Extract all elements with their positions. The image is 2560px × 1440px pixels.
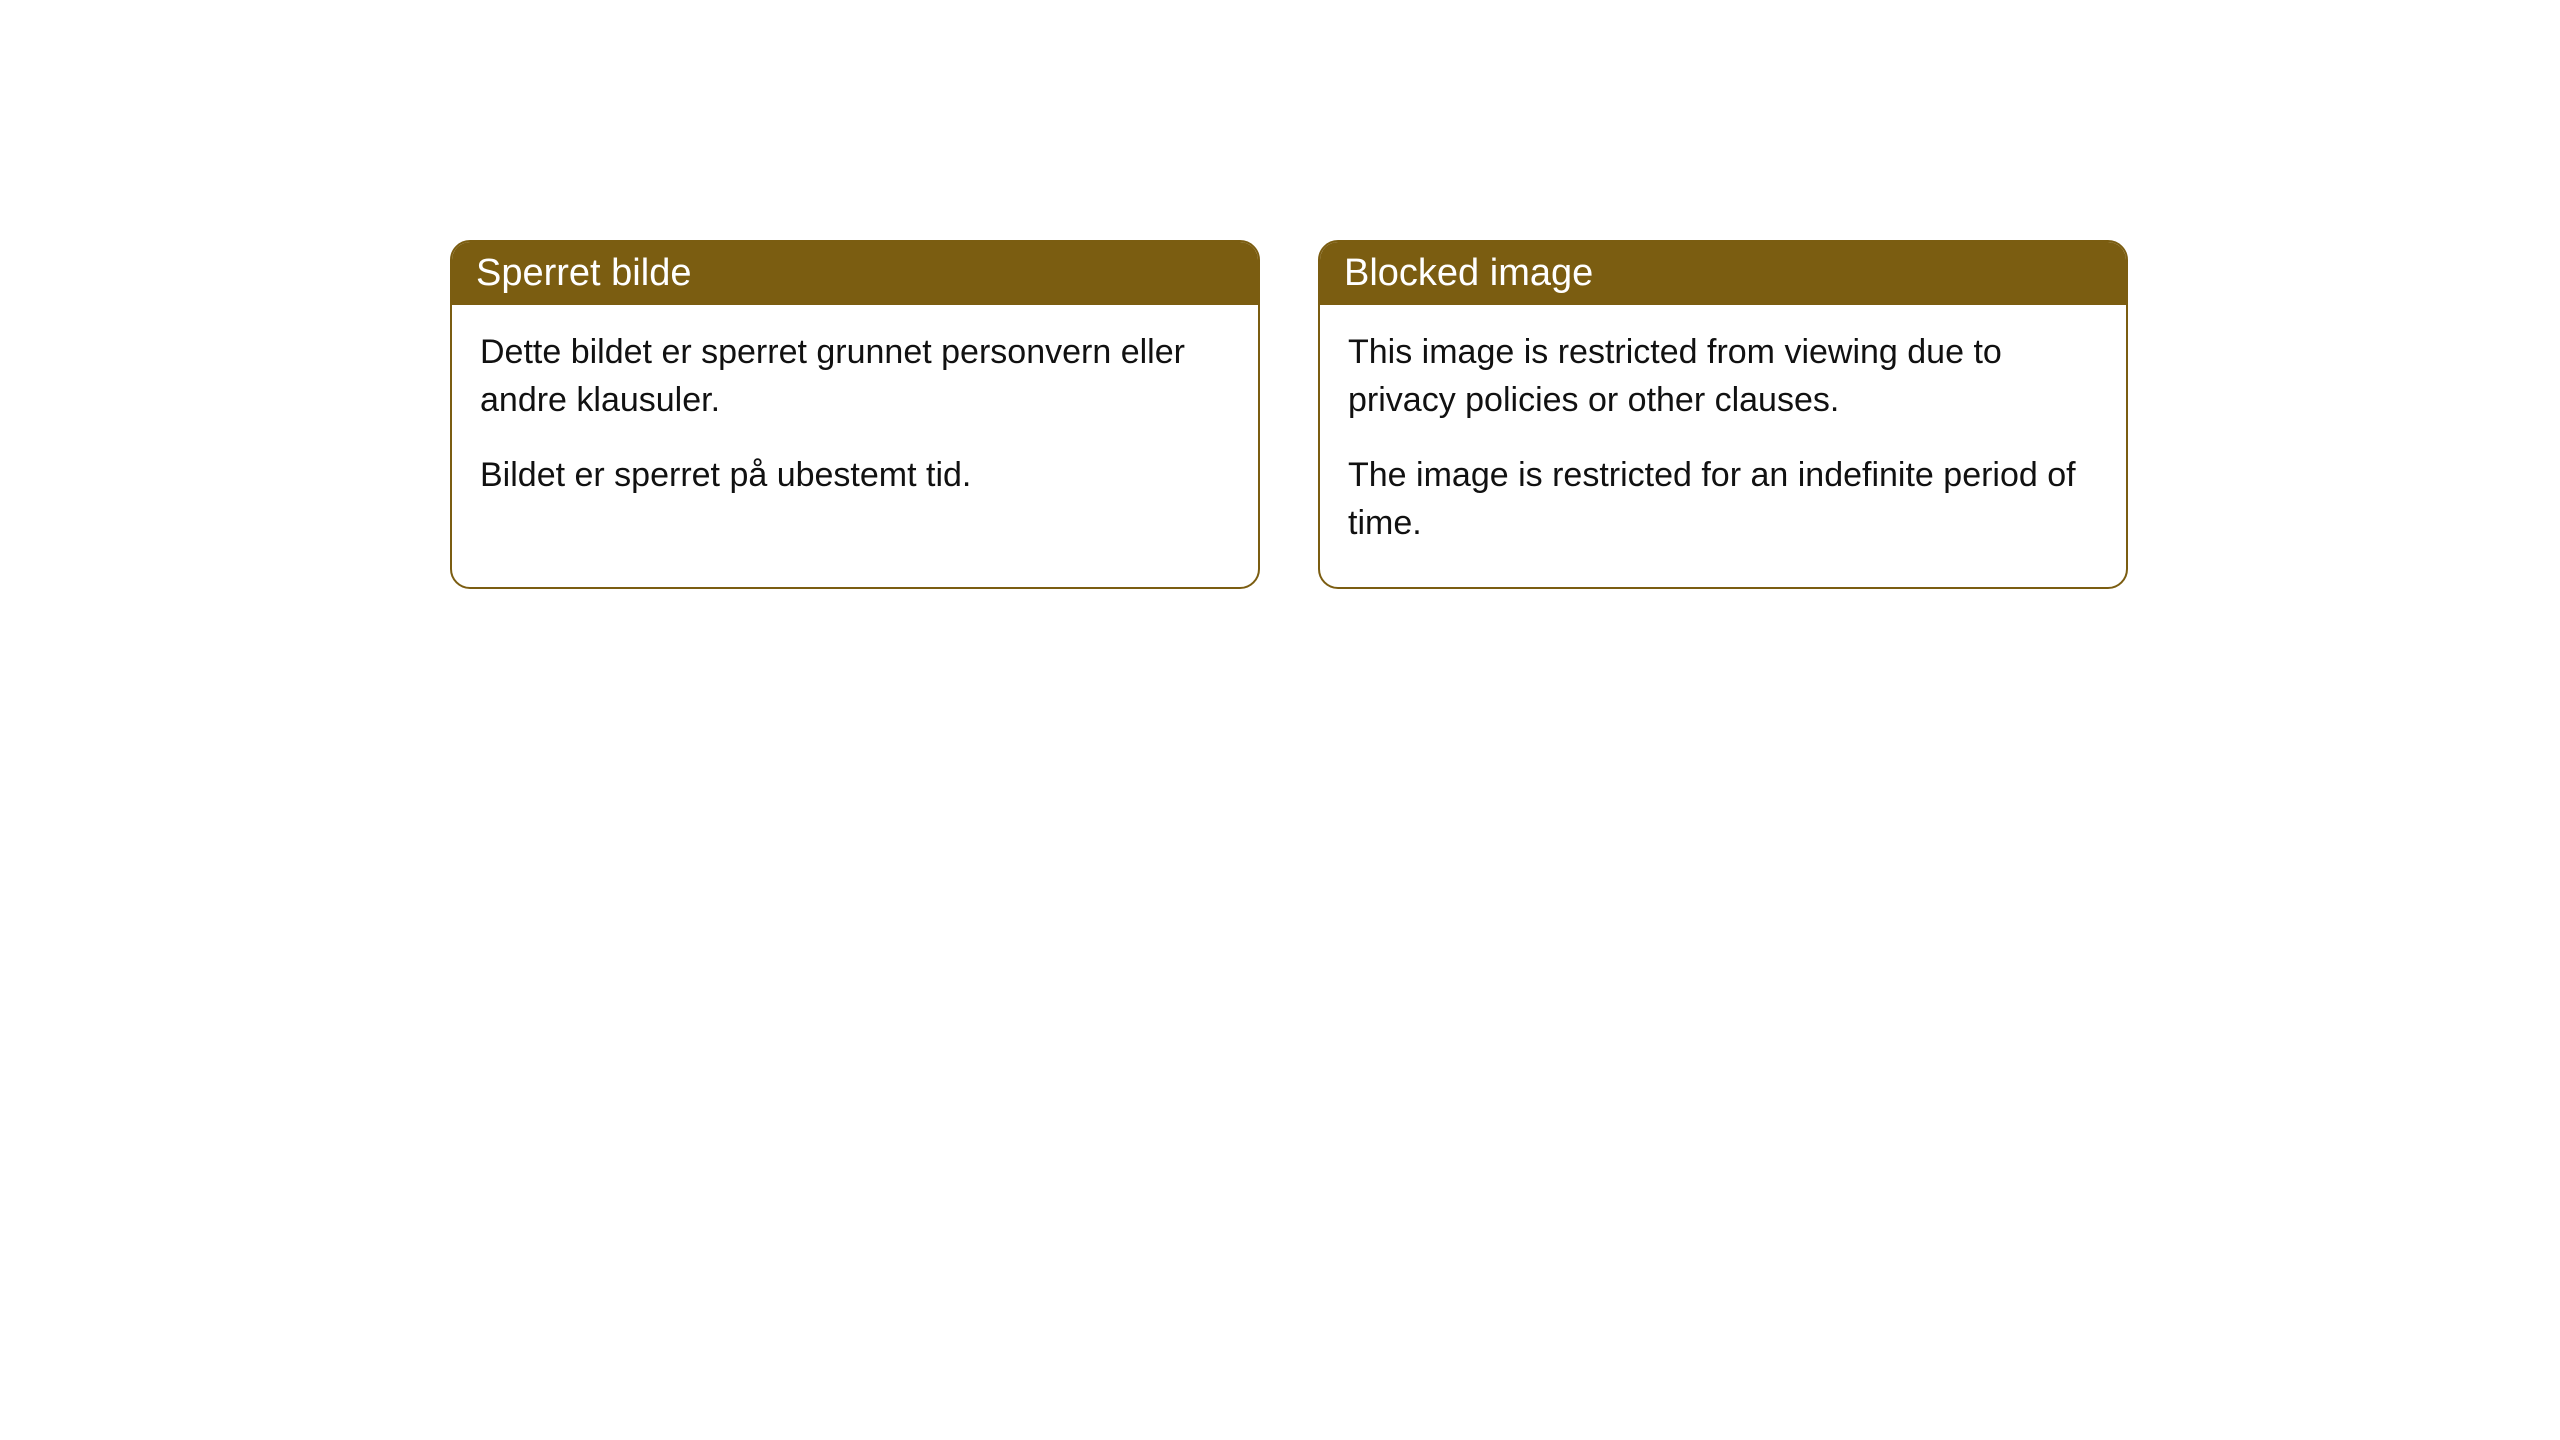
card-paragraph: Bildet er sperret på ubestemt tid. [480, 452, 1230, 500]
card-title: Blocked image [1344, 252, 1593, 294]
card-body: This image is restricted from viewing du… [1320, 305, 2126, 587]
card-paragraph: This image is restricted from viewing du… [1348, 329, 2098, 424]
card-body: Dette bildet er sperret grunnet personve… [452, 305, 1258, 540]
card-header: Sperret bilde [452, 242, 1258, 305]
blocked-image-card-english: Blocked image This image is restricted f… [1318, 240, 2128, 589]
card-title: Sperret bilde [476, 252, 691, 294]
card-header: Blocked image [1320, 242, 2126, 305]
card-paragraph: The image is restricted for an indefinit… [1348, 452, 2098, 547]
blocked-image-card-norwegian: Sperret bilde Dette bildet er sperret gr… [450, 240, 1260, 589]
cards-container: Sperret bilde Dette bildet er sperret gr… [450, 240, 2128, 589]
card-paragraph: Dette bildet er sperret grunnet personve… [480, 329, 1230, 424]
